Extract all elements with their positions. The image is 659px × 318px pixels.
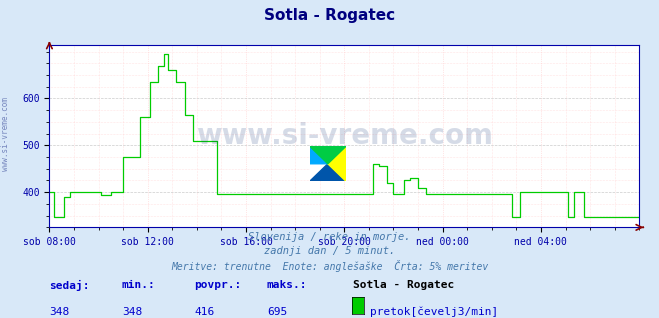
Text: Sotla - Rogatec: Sotla - Rogatec [353,280,454,290]
Text: Slovenija / reke in morje.: Slovenija / reke in morje. [248,232,411,241]
Text: www.si-vreme.com: www.si-vreme.com [196,122,493,150]
Text: Sotla - Rogatec: Sotla - Rogatec [264,8,395,23]
Polygon shape [310,146,328,164]
Text: 348: 348 [49,307,70,317]
Text: min.:: min.: [122,280,156,290]
Text: sedaj:: sedaj: [49,280,90,291]
Text: 416: 416 [194,307,215,317]
Text: 348: 348 [122,307,142,317]
Text: zadnji dan / 5 minut.: zadnji dan / 5 minut. [264,246,395,256]
Text: maks.:: maks.: [267,280,307,290]
Text: pretok[čevelj3/min]: pretok[čevelj3/min] [370,307,499,317]
Text: Meritve: trenutne  Enote: anglešaške  Črta: 5% meritev: Meritve: trenutne Enote: anglešaške Črta… [171,260,488,272]
Text: 695: 695 [267,307,287,317]
Polygon shape [310,146,346,164]
Polygon shape [310,164,346,181]
Text: povpr.:: povpr.: [194,280,242,290]
Polygon shape [328,146,346,181]
Text: www.si-vreme.com: www.si-vreme.com [1,97,10,170]
